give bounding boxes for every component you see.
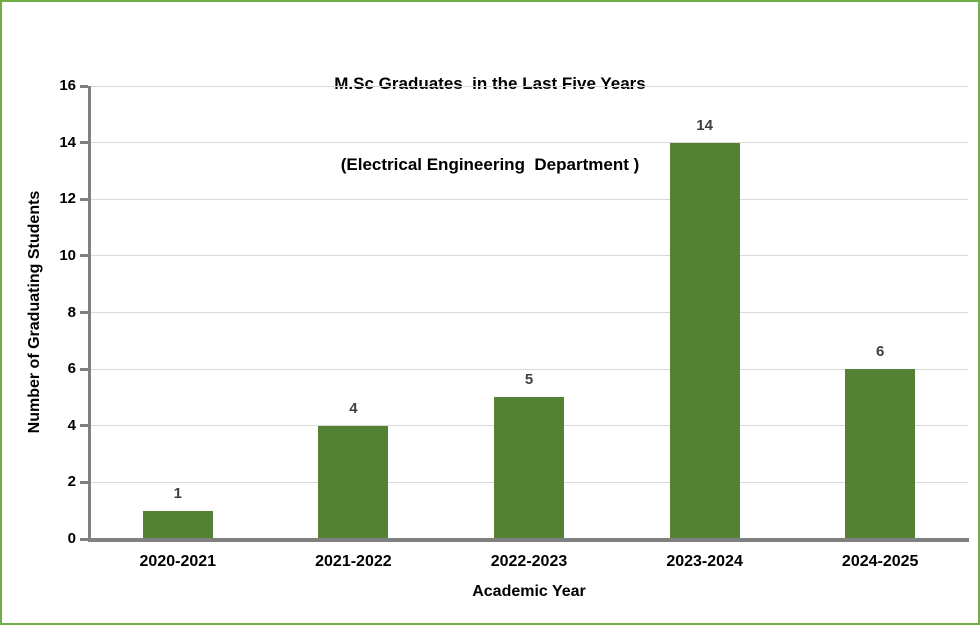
x-tick-label-2023-2024: 2023-2024 — [666, 553, 743, 570]
gridline-y8 — [90, 312, 968, 313]
y-tick-label-4: 4 — [67, 416, 76, 434]
chart-title: M.Sc Graduates in the Last Five Years (E… — [2, 16, 978, 232]
bar-2020-2021 — [142, 510, 213, 539]
bar-value-label-2023-2024: 14 — [696, 116, 713, 134]
bar-value-label-2024-2025: 6 — [876, 343, 885, 361]
bar-2021-2022 — [318, 425, 389, 539]
y-tick-mark-2 — [80, 480, 88, 484]
x-tick-label-2024-2025: 2024-2025 — [841, 553, 919, 570]
bar-value-label-2020-2021: 1 — [173, 484, 182, 502]
y-tick-mark-6 — [80, 367, 88, 371]
bar-2023-2024 — [669, 142, 740, 539]
y-tick-mark-0 — [80, 537, 88, 541]
x-tick-label-2020-2021: 2020-2021 — [139, 553, 217, 570]
y-tick-mark-16 — [80, 84, 88, 88]
gridline-y6 — [90, 368, 968, 370]
gridline-y12 — [90, 198, 968, 200]
y-tick-mark-4 — [80, 424, 88, 428]
gridline-y16 — [90, 85, 968, 87]
bar-value-label-2022-2023: 5 — [524, 371, 534, 389]
gridline-y14 — [90, 142, 968, 144]
y-tick-label-8: 8 — [67, 303, 76, 321]
y-axis-title: Number of Graduating Students — [26, 190, 43, 434]
x-axis-line — [88, 537, 969, 542]
bar-2022-2023 — [494, 397, 564, 539]
x-tick-label-2021-2022: 2021-2022 — [315, 553, 392, 570]
y-tick-label-14: 14 — [59, 133, 76, 151]
chart-title-line2: (Electrical Engineering Department ) — [340, 155, 640, 174]
chart-title-line1: M.Sc Graduates in the Last Five Years — [334, 74, 646, 93]
gridline-y10 — [90, 255, 968, 257]
bar-2024-2025 — [845, 369, 916, 539]
y-tick-mark-8 — [80, 311, 88, 314]
y-tick-label-2: 2 — [67, 473, 76, 491]
y-tick-label-6: 6 — [67, 360, 76, 378]
y-tick-mark-14 — [80, 141, 88, 145]
y-tick-mark-12 — [80, 197, 88, 201]
y-tick-mark-10 — [80, 254, 88, 258]
y-tick-label-10: 10 — [59, 246, 76, 264]
x-axis-title: Academic Year — [472, 583, 586, 600]
y-axis-line — [88, 86, 91, 541]
bar-value-label-2021-2022: 4 — [349, 399, 358, 417]
y-tick-label-16: 16 — [59, 77, 76, 94]
y-tick-label-0: 0 — [67, 530, 76, 547]
x-tick-label-2022-2023: 2022-2023 — [490, 553, 568, 570]
y-tick-label-12: 12 — [59, 190, 76, 208]
